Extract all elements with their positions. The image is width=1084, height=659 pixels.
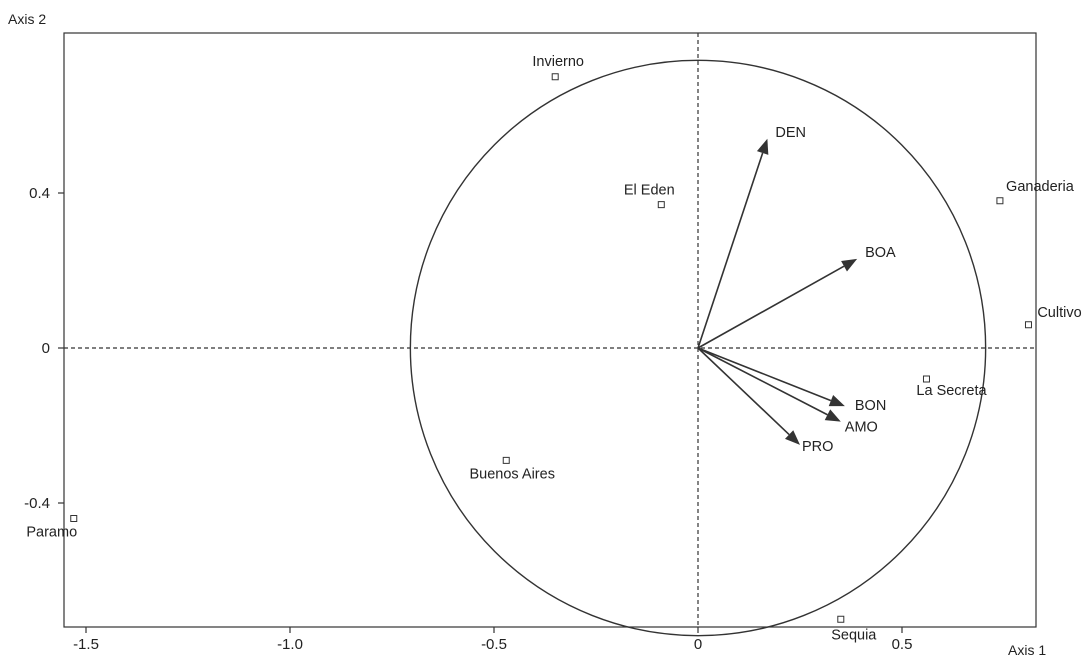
point-paramo-label: Paramo — [26, 525, 77, 541]
vector-pro-label: PRO — [802, 439, 833, 455]
point-el-eden-marker — [657, 201, 665, 209]
vector-amo-label: AMO — [845, 420, 878, 436]
point-cultivo-marker — [1024, 321, 1032, 329]
y-tick-label: 0 — [42, 340, 50, 357]
point-la-secreta-marker — [922, 375, 930, 383]
plot-frame — [63, 32, 1037, 628]
point-paramo-marker — [70, 515, 78, 522]
point-invierno-marker — [551, 73, 559, 81]
vector-bon-line — [697, 347, 832, 402]
x-axis-title: Axis 1 — [1008, 642, 1046, 658]
vector-bon-label: BON — [855, 398, 886, 414]
vector-boa-label: BOA — [865, 245, 896, 261]
vector-den-arrowhead — [756, 138, 769, 155]
site-points: Invierno El Eden Ganaderia Cultivo La Secret… — [26, 54, 1081, 644]
vector-pro-line — [697, 347, 790, 436]
vector-pro-arrowhead — [784, 430, 800, 445]
point-ganaderia-marker — [996, 197, 1004, 205]
loading-vectors: DEN BOA BON AMO PRO — [697, 125, 896, 455]
vector-den-label: DEN — [775, 125, 806, 141]
vector-amo-arrowhead — [824, 409, 841, 422]
vector-den-line — [697, 152, 764, 349]
x-tick-label: -1.5 — [73, 636, 99, 653]
vector-boa-arrowhead — [841, 258, 858, 272]
point-sequia-marker — [837, 615, 845, 623]
x-tick-label: -0.5 — [481, 636, 507, 653]
point-la-secreta-label: La Secreta — [916, 383, 987, 399]
y-tick-label: -0.4 — [24, 495, 50, 512]
vector-boa-line — [697, 265, 845, 349]
point-buenos-aires-marker — [502, 456, 510, 464]
x-tick-label: 0.5 — [892, 636, 913, 653]
point-buenos-aires-label: Buenos Aires — [470, 466, 555, 482]
point-ganaderia-label: Ganaderia — [1006, 179, 1075, 195]
correlation-circle — [409, 59, 987, 637]
axis-ticks: -1.5 -1.0 -0.5 0 0.5 -0.4 0 0.4 — [24, 185, 912, 653]
vector-bon-arrowhead — [828, 395, 845, 407]
x-tick-label: -1.0 — [277, 636, 303, 653]
vector-amo-line — [697, 347, 828, 416]
point-sequia-label: Sequia — [831, 627, 877, 643]
y-tick-label: 0.4 — [29, 185, 50, 202]
point-invierno-label: Invierno — [532, 54, 584, 70]
y-axis-title: Axis 2 — [8, 11, 46, 27]
point-cultivo-label: Cultivo — [1037, 305, 1081, 321]
x-tick-label: 0 — [694, 636, 702, 653]
point-el-eden-label: El Eden — [624, 183, 675, 199]
